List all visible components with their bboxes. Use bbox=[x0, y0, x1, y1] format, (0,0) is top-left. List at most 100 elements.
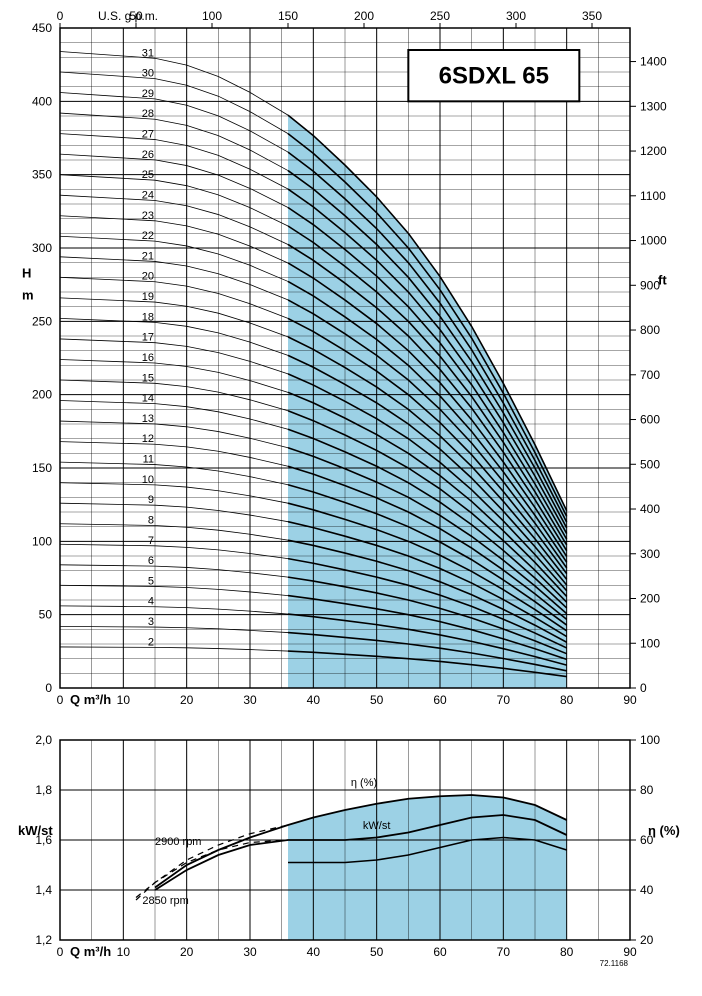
pump-curve-label: 30 bbox=[142, 68, 154, 80]
y-left-tick: 50 bbox=[39, 608, 53, 622]
x-top-tick: 250 bbox=[430, 9, 450, 23]
x-bottom-tick: 50 bbox=[370, 945, 384, 959]
pump-curve-label: 24 bbox=[142, 189, 154, 201]
x-top-tick: 150 bbox=[278, 9, 298, 23]
kw-annotation: kW/st bbox=[363, 820, 391, 832]
y-right-tick: 40 bbox=[640, 883, 654, 897]
pump-curve-label: 9 bbox=[148, 494, 154, 506]
x-bottom-tick: 90 bbox=[623, 945, 637, 959]
pump-curve-label: 11 bbox=[143, 454, 154, 466]
y-right-tick: 0 bbox=[640, 681, 647, 695]
pump-curve-label: 6 bbox=[148, 555, 154, 567]
x-bottom-tick: 50 bbox=[370, 693, 384, 707]
x-bottom-tick: 30 bbox=[243, 693, 257, 707]
pump-curve-label: 18 bbox=[142, 311, 154, 323]
pump-curve-label: 2 bbox=[148, 636, 154, 648]
pump-curve-label: 21 bbox=[142, 250, 154, 262]
y-right-tick: 500 bbox=[640, 457, 660, 471]
x-bottom-tick: 20 bbox=[180, 693, 194, 707]
x-top-tick: 200 bbox=[354, 9, 374, 23]
pump-curve-label: 31 bbox=[142, 47, 154, 59]
x-top-tick: 350 bbox=[582, 9, 602, 23]
y-right-tick: 100 bbox=[640, 733, 660, 747]
x-bottom-tick: 10 bbox=[117, 693, 131, 707]
x-bottom-axis-label: Q m³/h bbox=[70, 944, 111, 959]
footer-code: 72.1168 bbox=[600, 959, 629, 968]
x-bottom-tick: 30 bbox=[243, 945, 257, 959]
y-left-tick: 400 bbox=[32, 94, 52, 108]
pump-curve-label: 28 bbox=[142, 108, 154, 120]
y-right-label: η (%) bbox=[648, 823, 680, 838]
x-bottom-tick: 40 bbox=[307, 693, 321, 707]
rpm-2850-annotation: 2850 rpm bbox=[142, 895, 188, 907]
y-right-tick: 1000 bbox=[640, 234, 667, 248]
x-bottom-tick: 0 bbox=[57, 945, 64, 959]
x-bottom-tick: 20 bbox=[180, 945, 194, 959]
y-left-tick: 2,0 bbox=[35, 733, 52, 747]
y-right-tick: 80 bbox=[640, 783, 654, 797]
pump-curve-label: 13 bbox=[142, 413, 154, 425]
y-left-tick: 1,8 bbox=[35, 783, 52, 797]
y-right-tick: 100 bbox=[640, 636, 660, 650]
y-left-tick: 200 bbox=[32, 388, 52, 402]
operating-range-fill bbox=[288, 795, 567, 940]
eta-annotation: η (%) bbox=[351, 777, 377, 789]
y-right-tick: 1300 bbox=[640, 99, 667, 113]
x-bottom-tick: 70 bbox=[497, 945, 511, 959]
pump-curve-label: 29 bbox=[142, 88, 154, 100]
x-bottom-tick: 60 bbox=[433, 693, 447, 707]
x-bottom-tick: 0 bbox=[57, 693, 64, 707]
y-left-tick: 100 bbox=[32, 534, 52, 548]
pump-curve-label: 20 bbox=[142, 271, 154, 283]
y-right-tick: 200 bbox=[640, 592, 660, 606]
x-bottom-axis-label: Q m³/h bbox=[70, 692, 111, 707]
y-left-tick: 250 bbox=[32, 314, 52, 328]
rpm-2900-annotation: 2900 rpm bbox=[155, 836, 201, 848]
pump-curve-label: 5 bbox=[148, 575, 154, 587]
x-bottom-tick: 40 bbox=[307, 945, 321, 959]
pump-curve-label: 22 bbox=[142, 230, 154, 242]
x-top-tick: 100 bbox=[202, 9, 222, 23]
x-top-tick: 0 bbox=[57, 9, 64, 23]
y-left-tick: 300 bbox=[32, 241, 52, 255]
y-right-tick: 1200 bbox=[640, 144, 667, 158]
pump-curve-label: 10 bbox=[142, 474, 154, 486]
y-right-tick: 1100 bbox=[640, 189, 666, 203]
pump-curve-label: 8 bbox=[148, 514, 154, 526]
efficiency-power-chart: 1,21,41,61,82,0kW/st20406080100η (%)0102… bbox=[18, 733, 680, 968]
y-right-tick: 800 bbox=[640, 323, 660, 337]
y-left-tick: 1,2 bbox=[35, 933, 52, 947]
x-bottom-tick: 80 bbox=[560, 693, 574, 707]
x-top-tick: 300 bbox=[506, 9, 526, 23]
y-left-tick: 150 bbox=[32, 461, 52, 475]
x-bottom-tick: 10 bbox=[117, 945, 131, 959]
pump-curve-label: 15 bbox=[142, 372, 154, 384]
pump-curve-label: 17 bbox=[142, 332, 154, 344]
pump-curve-label: 19 bbox=[142, 291, 154, 303]
pump-curve-label: 23 bbox=[142, 210, 154, 222]
y-left-label-m: m bbox=[22, 287, 34, 302]
y-right-tick: 1400 bbox=[640, 55, 667, 69]
y-right-label: ft bbox=[658, 273, 667, 288]
pump-curve-label: 25 bbox=[142, 169, 154, 181]
product-title: 6SDXL 65 bbox=[439, 63, 549, 90]
y-right-tick: 600 bbox=[640, 413, 660, 427]
y-left-tick: 450 bbox=[32, 21, 52, 35]
x-bottom-tick: 60 bbox=[433, 945, 447, 959]
pump-curve-label: 3 bbox=[148, 616, 154, 628]
y-left-label-H: H bbox=[22, 265, 31, 280]
pump-curve-label: 14 bbox=[142, 393, 154, 405]
y-right-tick: 700 bbox=[640, 368, 660, 382]
head-flow-chart: 0100200300400500600700800900100011001200… bbox=[22, 9, 667, 707]
pump-curve-label: 7 bbox=[148, 535, 154, 547]
x-bottom-tick: 70 bbox=[497, 693, 511, 707]
pump-curve-label: 27 bbox=[142, 129, 154, 141]
y-left-tick: 0 bbox=[45, 681, 52, 695]
pump-curve-label: 26 bbox=[142, 149, 154, 161]
pump-curve-label: 16 bbox=[142, 352, 154, 364]
x-top-label: U.S. g.p.m. bbox=[98, 9, 158, 23]
y-left-tick: 350 bbox=[32, 168, 52, 182]
y-right-tick: 300 bbox=[640, 547, 660, 561]
pump-curve-label: 4 bbox=[148, 596, 154, 608]
pump-curve-label: 12 bbox=[142, 433, 154, 445]
